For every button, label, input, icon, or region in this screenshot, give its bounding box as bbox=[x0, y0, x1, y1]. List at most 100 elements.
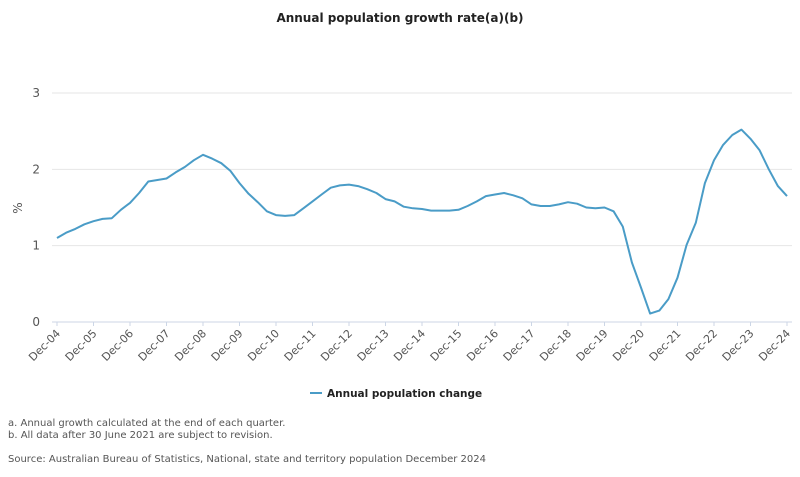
data-point[interactable] bbox=[510, 192, 516, 198]
data-point[interactable] bbox=[273, 212, 279, 218]
data-point[interactable] bbox=[173, 169, 179, 175]
data-point[interactable] bbox=[547, 203, 553, 209]
legend[interactable]: Annual population change bbox=[310, 388, 482, 400]
data-point[interactable] bbox=[729, 132, 735, 138]
x-tick-label: Dec-14 bbox=[391, 327, 428, 364]
data-point[interactable] bbox=[738, 127, 744, 133]
x-tick-label: Dec-24 bbox=[756, 327, 793, 364]
source-note: Source: Australian Bureau of Statistics,… bbox=[8, 454, 486, 465]
data-point[interactable] bbox=[392, 198, 398, 204]
data-point[interactable] bbox=[465, 203, 471, 209]
data-point[interactable] bbox=[337, 182, 343, 188]
data-point[interactable] bbox=[638, 285, 644, 291]
x-tick-label: Dec-23 bbox=[720, 327, 757, 364]
series-line[interactable] bbox=[56, 128, 788, 315]
x-tick-label: Dec-20 bbox=[610, 327, 647, 364]
data-point[interactable] bbox=[291, 212, 297, 218]
data-point[interactable] bbox=[702, 180, 708, 186]
data-point[interactable] bbox=[63, 230, 69, 236]
data-point[interactable] bbox=[255, 199, 261, 205]
data-point[interactable] bbox=[182, 164, 188, 170]
y-tick-label: 3 bbox=[32, 86, 40, 100]
data-point[interactable] bbox=[437, 208, 443, 214]
data-point[interactable] bbox=[200, 152, 206, 158]
data-point[interactable] bbox=[757, 147, 763, 153]
data-point[interactable] bbox=[611, 208, 617, 214]
data-point[interactable] bbox=[118, 207, 124, 213]
data-point[interactable] bbox=[574, 201, 580, 207]
data-point[interactable] bbox=[519, 195, 525, 201]
data-point[interactable] bbox=[209, 156, 215, 162]
data-point[interactable] bbox=[711, 157, 717, 163]
data-point[interactable] bbox=[419, 206, 425, 212]
data-point[interactable] bbox=[629, 259, 635, 265]
data-point[interactable] bbox=[665, 296, 671, 302]
data-point[interactable] bbox=[556, 201, 562, 207]
data-point[interactable] bbox=[319, 192, 325, 198]
data-point[interactable] bbox=[602, 205, 608, 211]
data-point[interactable] bbox=[383, 196, 389, 202]
data-point[interactable] bbox=[675, 275, 681, 281]
data-point[interactable] bbox=[191, 157, 197, 163]
data-point[interactable] bbox=[401, 204, 407, 210]
data-point[interactable] bbox=[501, 190, 507, 196]
data-point[interactable] bbox=[227, 168, 233, 174]
data-point[interactable] bbox=[583, 205, 589, 211]
data-point[interactable] bbox=[355, 183, 361, 189]
footnote-b: b. All data after 30 June 2021 are subje… bbox=[8, 430, 273, 441]
data-point[interactable] bbox=[474, 198, 480, 204]
data-point[interactable] bbox=[529, 201, 535, 207]
data-point[interactable] bbox=[748, 136, 754, 142]
data-point[interactable] bbox=[300, 205, 306, 211]
data-point[interactable] bbox=[310, 198, 316, 204]
data-point[interactable] bbox=[784, 193, 790, 199]
data-point[interactable] bbox=[109, 215, 115, 221]
data-point[interactable] bbox=[492, 192, 498, 198]
data-point[interactable] bbox=[410, 205, 416, 211]
data-point[interactable] bbox=[684, 242, 690, 248]
data-point[interactable] bbox=[91, 218, 97, 224]
x-tick-label: Dec-21 bbox=[647, 327, 684, 364]
data-point[interactable] bbox=[246, 191, 252, 197]
legend-label[interactable]: Annual population change bbox=[327, 388, 482, 400]
x-tick-label: Dec-13 bbox=[355, 327, 392, 364]
data-point[interactable] bbox=[446, 208, 452, 214]
data-point[interactable] bbox=[72, 226, 78, 232]
x-tick-label: Dec-05 bbox=[63, 327, 100, 364]
data-point[interactable] bbox=[538, 203, 544, 209]
data-point[interactable] bbox=[656, 308, 662, 314]
data-point[interactable] bbox=[127, 200, 133, 206]
data-point[interactable] bbox=[364, 186, 370, 192]
data-point[interactable] bbox=[620, 224, 626, 230]
data-point[interactable] bbox=[81, 221, 87, 227]
data-point[interactable] bbox=[237, 180, 243, 186]
data-point[interactable] bbox=[145, 179, 151, 185]
data-point[interactable] bbox=[647, 311, 653, 317]
data-point[interactable] bbox=[483, 193, 489, 199]
x-tick-label: Dec-09 bbox=[209, 327, 246, 364]
data-point[interactable] bbox=[136, 190, 142, 196]
data-point[interactable] bbox=[282, 213, 288, 219]
data-point[interactable] bbox=[720, 142, 726, 148]
y-axis-label: % bbox=[11, 202, 25, 213]
data-point[interactable] bbox=[775, 183, 781, 189]
data-point[interactable] bbox=[693, 220, 699, 226]
data-point[interactable] bbox=[100, 216, 106, 222]
data-point[interactable] bbox=[373, 190, 379, 196]
data-point[interactable] bbox=[592, 205, 598, 211]
data-point[interactable] bbox=[54, 235, 60, 241]
data-point[interactable] bbox=[456, 207, 462, 213]
data-point[interactable] bbox=[164, 175, 170, 181]
data-point[interactable] bbox=[264, 208, 270, 214]
x-tick-label: Dec-18 bbox=[537, 327, 574, 364]
x-tick-label: Dec-07 bbox=[136, 327, 173, 364]
data-point[interactable] bbox=[346, 182, 352, 188]
data-point[interactable] bbox=[428, 208, 434, 214]
data-point[interactable] bbox=[328, 185, 334, 191]
x-tick-label: Dec-15 bbox=[428, 327, 465, 364]
data-point[interactable] bbox=[565, 199, 571, 205]
x-tick-label: Dec-22 bbox=[683, 327, 720, 364]
data-point[interactable] bbox=[154, 177, 160, 183]
data-point[interactable] bbox=[766, 166, 772, 172]
data-point[interactable] bbox=[218, 160, 224, 166]
